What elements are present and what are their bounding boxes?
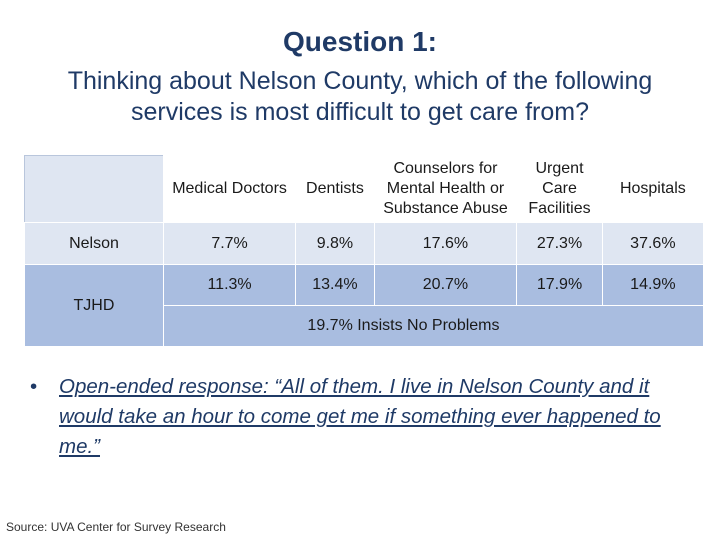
- header-hospitals: Hospitals: [601, 155, 705, 223]
- table-cell: 17.6%: [373, 222, 518, 265]
- table-corner-cell: [24, 155, 164, 223]
- table-row-tjhd: TJHD 11.3% 13.4% 20.7% 17.9% 14.9%: [24, 264, 705, 347]
- slide-title: Question 1:: [282, 26, 437, 57]
- bullet-icon: •: [30, 375, 38, 398]
- table-header-row: Medical Doctors Dentists Counselors for …: [24, 155, 705, 223]
- header-dentists: Dentists: [295, 155, 375, 223]
- slide-subtitle: Thinking about Nelson County, which of t…: [67, 67, 653, 126]
- header-medical-doctors: Medical Doctors: [162, 155, 297, 223]
- table-cell: 37.6%: [601, 222, 705, 265]
- results-table: Medical Doctors Dentists Counselors for …: [24, 155, 705, 347]
- table-row-nelson: Nelson 7.7% 9.8% 17.6% 27.3% 37.6%: [24, 222, 705, 265]
- table-cell: 14.9%: [601, 264, 705, 306]
- row-label-tjhd: TJHD: [24, 264, 164, 347]
- open-ended-response: • Open-ended response: “All of them. I l…: [30, 372, 700, 462]
- response-text: Open-ended response: “All of them. I liv…: [59, 375, 661, 458]
- source-credit: Source: UVA Center for Survey Research: [6, 520, 226, 534]
- row-label-nelson: Nelson: [24, 222, 164, 265]
- table-cell: 7.7%: [162, 222, 297, 265]
- table-cell: 17.9%: [516, 264, 603, 306]
- table-cell: 9.8%: [295, 222, 375, 265]
- table-cell: 11.3%: [162, 264, 297, 306]
- header-counselors: Counselors for Mental Health or Substanc…: [373, 155, 518, 223]
- table-cell: 20.7%: [373, 264, 518, 306]
- table-row-note: 19.7% Insists No Problems: [25, 305, 705, 347]
- table-note: 19.7% Insists No Problems: [162, 305, 705, 347]
- table-cell: 13.4%: [295, 264, 375, 306]
- table-cell: 27.3%: [516, 222, 603, 265]
- header-urgent-care: Urgent Care Facilities: [516, 155, 603, 223]
